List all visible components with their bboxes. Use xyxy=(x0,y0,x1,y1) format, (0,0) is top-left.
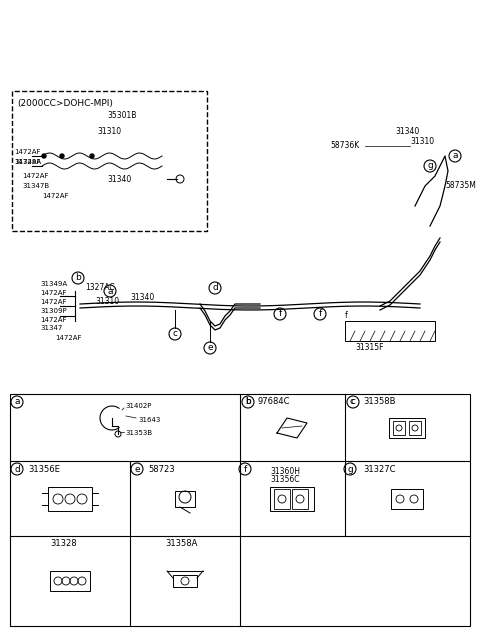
Text: 31327C: 31327C xyxy=(363,464,396,473)
Text: 1472AF: 1472AF xyxy=(42,193,69,199)
Text: 31310: 31310 xyxy=(95,296,119,305)
Text: e: e xyxy=(207,343,213,352)
Text: 58736K: 58736K xyxy=(330,141,359,151)
Text: f: f xyxy=(243,464,247,473)
Text: b: b xyxy=(75,273,81,282)
Text: 31356C: 31356C xyxy=(270,474,300,483)
Text: 31353B: 31353B xyxy=(125,430,152,436)
Text: 31358A: 31358A xyxy=(165,539,197,548)
Text: c: c xyxy=(350,398,356,406)
Text: 58723: 58723 xyxy=(148,464,175,473)
Text: 1327AC: 1327AC xyxy=(85,284,115,293)
Text: b: b xyxy=(245,398,251,406)
Text: 1472AF: 1472AF xyxy=(40,317,67,323)
Text: 31347: 31347 xyxy=(40,325,62,331)
Text: 1472AF: 1472AF xyxy=(14,159,40,165)
Text: 31402P: 31402P xyxy=(125,403,151,409)
Text: 31310: 31310 xyxy=(410,137,434,146)
Text: (2000CC>DOHC-MPI): (2000CC>DOHC-MPI) xyxy=(17,99,113,108)
Text: a: a xyxy=(14,398,20,406)
Text: 35301B: 35301B xyxy=(107,111,136,120)
Text: c: c xyxy=(172,329,178,338)
Text: 31347B: 31347B xyxy=(22,183,49,189)
Text: 1472AF: 1472AF xyxy=(40,290,67,296)
Circle shape xyxy=(42,154,46,158)
Text: 31356E: 31356E xyxy=(28,464,60,473)
Text: f: f xyxy=(345,312,348,321)
Text: 31315F: 31315F xyxy=(355,343,384,352)
Text: a: a xyxy=(107,286,113,296)
Text: f: f xyxy=(278,310,282,319)
Text: 31349A: 31349A xyxy=(40,281,67,287)
Circle shape xyxy=(90,154,94,158)
Text: 1472AF: 1472AF xyxy=(55,335,82,341)
Text: e: e xyxy=(134,464,140,473)
Text: d: d xyxy=(212,284,218,293)
Circle shape xyxy=(60,154,64,158)
Text: g: g xyxy=(427,162,433,170)
Text: c: c xyxy=(350,396,355,406)
Text: 31643: 31643 xyxy=(138,417,160,423)
Text: 31309P: 31309P xyxy=(40,308,67,314)
Text: 1472AF: 1472AF xyxy=(40,299,67,305)
Text: g: g xyxy=(347,464,353,473)
Text: 31328: 31328 xyxy=(50,539,77,548)
Text: 31310: 31310 xyxy=(97,127,121,135)
Text: 1472AF: 1472AF xyxy=(22,173,48,179)
Text: 31340: 31340 xyxy=(107,174,131,184)
Text: b: b xyxy=(245,396,251,406)
Text: 31360H: 31360H xyxy=(270,466,300,476)
Text: 31340: 31340 xyxy=(395,127,419,135)
Text: 31340: 31340 xyxy=(130,293,154,303)
Text: 58735M: 58735M xyxy=(445,181,476,191)
Text: a: a xyxy=(452,151,458,160)
Text: f: f xyxy=(318,310,322,319)
Text: d: d xyxy=(14,464,20,473)
Text: 1472AF: 1472AF xyxy=(14,149,40,155)
Text: 31358B: 31358B xyxy=(363,396,396,406)
Text: 31349A: 31349A xyxy=(14,159,41,165)
Text: 97684C: 97684C xyxy=(258,396,290,406)
